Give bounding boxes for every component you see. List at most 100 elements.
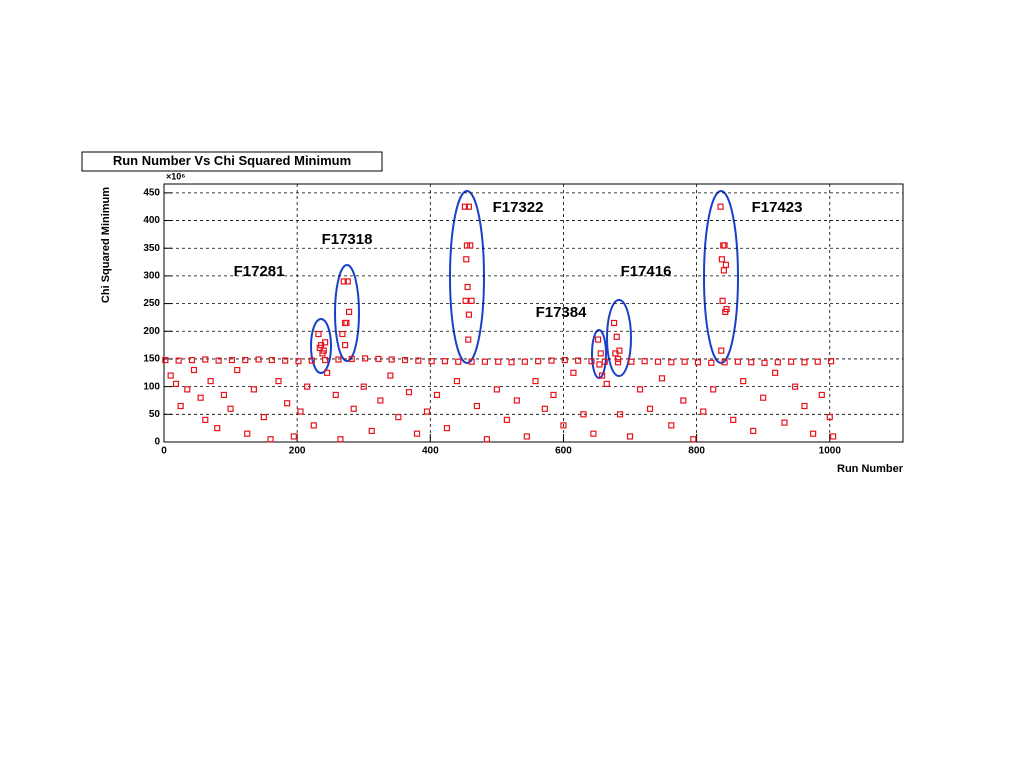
point [215,357,222,364]
point [626,433,634,440]
point [690,436,697,443]
point [814,358,821,365]
point [616,411,624,418]
point [339,330,346,338]
point [503,416,510,423]
point [748,359,755,366]
point [826,413,833,421]
point [580,411,587,418]
point [463,256,470,263]
point [750,427,757,435]
point [453,377,461,385]
point [772,369,779,376]
highlight [449,190,485,364]
point [532,377,539,385]
point [788,358,795,365]
point [405,389,413,396]
point [721,359,728,366]
point [596,361,603,368]
y-axis-label: Chi Squared Minimum [100,187,112,303]
point [297,408,304,415]
point [718,347,725,354]
point [535,358,542,365]
point [521,358,528,365]
point [308,357,315,364]
point [443,425,451,432]
point [388,356,395,363]
point [468,358,475,365]
point [375,355,382,363]
point [610,319,618,327]
x-tick-label: 1000 [819,446,842,457]
point [332,391,339,399]
point [570,369,577,376]
point [646,405,654,412]
x-tick-label: 400 [422,446,439,457]
point [801,359,808,366]
point [463,242,471,249]
point [722,261,730,268]
point [654,358,662,365]
point [473,402,481,410]
point [348,355,355,363]
highlight [703,190,739,364]
y-tick-label: 100 [143,381,160,392]
point [718,256,726,263]
point [681,358,688,365]
point [322,356,329,364]
point [234,366,241,374]
point [700,408,707,415]
point [523,433,530,440]
point [361,355,369,362]
point [468,297,475,304]
point [260,413,267,421]
annotation: F17423 [752,199,803,216]
point [290,433,297,440]
point [368,427,375,435]
y-tick-label: 300 [143,271,160,282]
point [324,369,331,376]
point [829,433,837,440]
point [603,380,610,387]
point [175,357,182,364]
point [202,416,209,423]
annotation: F17318 [322,231,373,248]
point [162,356,169,364]
point [658,375,666,382]
point [350,405,357,412]
point [268,356,275,364]
point [810,430,817,437]
point [423,408,431,415]
point [560,422,567,429]
point [188,356,196,364]
annotation: F17416 [621,263,672,280]
point [340,278,347,285]
point [636,386,644,393]
point [455,358,462,365]
point [377,397,384,404]
point [207,377,214,385]
point [774,359,781,366]
point [461,203,469,210]
point [694,359,702,366]
point [177,402,184,410]
y-tick-label: 50 [149,409,161,420]
point [613,333,620,340]
annotation: F17281 [234,263,285,280]
point [467,242,474,249]
point [495,358,502,365]
point [214,425,221,432]
point [464,283,471,291]
point [548,357,555,364]
x-tick-label: 0 [161,446,167,457]
highlight [310,318,332,374]
point [483,436,490,443]
x-axis-label: Run Number [837,463,904,475]
point [267,436,274,443]
point [761,359,768,366]
point [197,394,204,401]
point [740,377,747,385]
point [401,356,409,364]
point [244,430,251,437]
